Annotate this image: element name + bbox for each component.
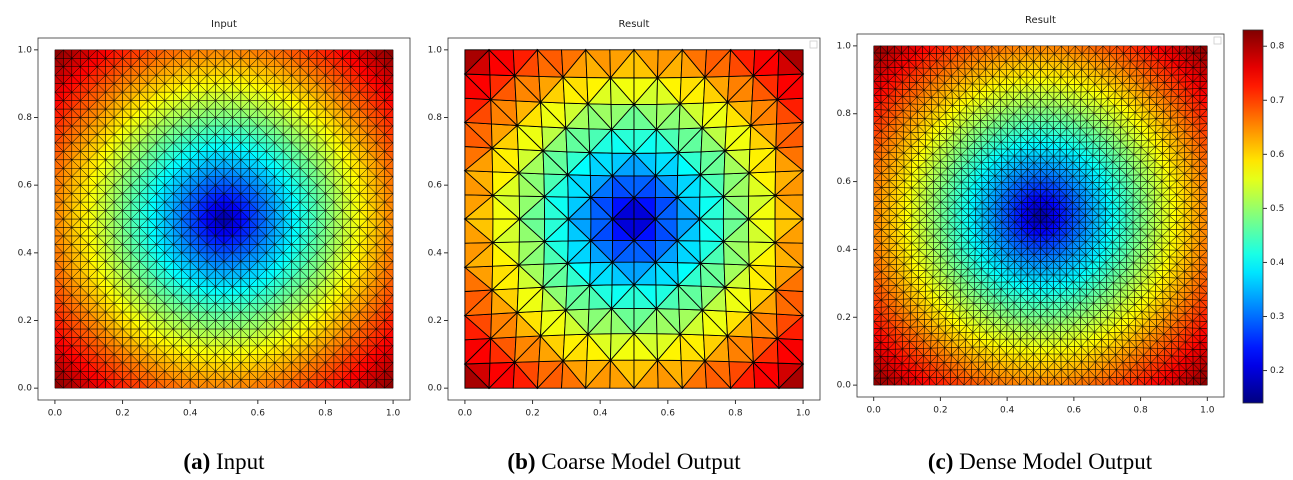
caption: (b) Coarse Model Output [507,449,741,474]
caption-label: (a) [183,449,210,474]
y-tick-label: 1.0 [18,45,33,55]
y-tick-label: 0.6 [18,181,33,191]
caption-label: (b) [507,449,535,474]
x-tick-label: 1.0 [386,409,401,419]
x-tick-label: 0.8 [728,409,743,419]
mesh-cell [88,49,98,59]
x-tick-label: 0.8 [318,409,333,419]
mesh-cell [122,49,132,59]
x-tick-label: 0.0 [458,409,473,419]
mesh-cell [156,49,166,59]
y-tick-label: 1.0 [428,45,443,55]
y-tick-label: 0.0 [18,384,33,394]
y-tick-label: 0.4 [18,248,33,258]
caption-text: Input [216,449,265,474]
caption-text: Coarse Model Output [541,449,741,474]
x-tick-label: 0.2 [115,409,129,419]
y-tick-label: 0.0 [428,384,443,394]
mesh [54,49,394,389]
legend-box [809,40,818,49]
mesh [463,48,805,390]
y-tick-label: 0.2 [18,316,32,326]
caption: (a) Input [183,449,265,474]
x-tick-label: 0.4 [183,409,198,419]
mesh [873,45,1208,386]
x-tick-label: 0.0 [48,409,63,419]
chart-title: Input [211,19,237,30]
y-tick-label: 0.6 [428,181,443,191]
mesh-cell [139,49,149,59]
x-tick-label: 0.6 [251,409,266,419]
y-tick-label: 0.8 [428,113,443,123]
chart-title: Result [619,19,650,30]
y-tick-label: 0.2 [428,316,442,326]
y-tick-label: 0.8 [18,113,33,123]
x-tick-label: 0.4 [593,409,608,419]
x-tick-label: 0.6 [661,409,676,419]
x-tick-label: 1.0 [796,409,811,419]
mesh-cell [105,49,115,59]
mesh-cell [54,49,64,59]
mesh-cell [71,49,81,59]
x-tick-label: 0.2 [525,409,539,419]
y-tick-label: 0.4 [428,248,443,258]
